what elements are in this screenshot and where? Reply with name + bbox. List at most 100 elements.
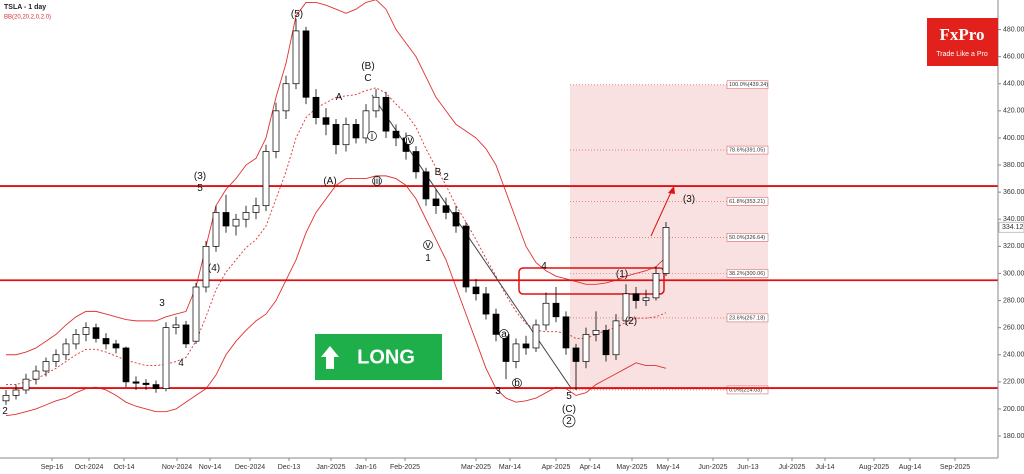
- fib-label: 23.6%(267.18): [729, 315, 765, 321]
- wave-label: (3): [194, 171, 206, 182]
- candle-body: [342, 124, 350, 146]
- wave-label: (2): [625, 316, 637, 327]
- y-tick-label: 480.00: [1003, 26, 1024, 33]
- wave-label: (B): [361, 61, 374, 72]
- logo-name: FxPro: [939, 25, 984, 44]
- wave-labels: (5)(B)CA(A)Biiiiivv12(3)5(4)3423ab45(C)2…: [2, 9, 695, 428]
- wave-label: B: [435, 167, 442, 178]
- y-tick-label: 180.00: [1003, 433, 1024, 440]
- x-tick-label: Aug-2025: [859, 464, 889, 471]
- candle-body: [142, 382, 150, 385]
- last-price-box: [998, 221, 1024, 233]
- candle-body: [352, 124, 360, 139]
- logo-box: [927, 18, 998, 66]
- projection-arrow: [650, 189, 673, 237]
- x-tick-label: Nov-2024: [162, 464, 192, 471]
- x-tick-label: Jul-14: [815, 464, 834, 471]
- fib-label: 78.6%(391.05): [729, 148, 765, 154]
- x-tick-label: Oct-2024: [75, 464, 104, 471]
- candle-body: [122, 347, 130, 383]
- y-tick-label: 420.00: [1003, 108, 1024, 115]
- candle-body: [382, 96, 390, 132]
- candle-body: [222, 212, 230, 227]
- candle-body: [532, 324, 540, 349]
- wave-label: 2: [443, 172, 449, 183]
- x-tick-label: Jun-13: [737, 464, 759, 471]
- x-tick-label: Sep-2025: [940, 464, 970, 471]
- candle-body: [112, 343, 120, 349]
- candle-body: [282, 83, 290, 112]
- candle-body: [212, 212, 220, 247]
- candle-body: [652, 273, 660, 299]
- candle-body: [442, 205, 450, 213]
- y-tick-label: 340.00: [1003, 216, 1024, 223]
- wave-label: v: [426, 240, 431, 251]
- axes: 180.00 200.00 220.00 240.00 260.00 280.00 300.…: [41, 26, 1024, 471]
- candle-body: [572, 347, 580, 362]
- wave-label: (4): [208, 263, 220, 274]
- fib-label: 61.8%(353.21): [729, 199, 765, 205]
- breakout-box: [518, 267, 665, 295]
- candle-body: [582, 334, 590, 362]
- y-tick-label: 460.00: [1003, 53, 1024, 60]
- candle-body: [332, 124, 340, 146]
- indicator-label: BB(20,20,2,0,2.0): [4, 15, 51, 21]
- signal-arrow: [321, 346, 339, 369]
- candle-body: [232, 218, 240, 227]
- x-tick-label: Apr-14: [579, 464, 600, 471]
- x-tick-label: Mar-14: [499, 464, 521, 471]
- y-tick-label: 360.00: [1003, 189, 1024, 196]
- wave-label: 1: [425, 253, 431, 264]
- y-tick-label: 440.00: [1003, 81, 1024, 88]
- candle-body: [522, 343, 530, 349]
- wave-label: iv: [405, 135, 412, 146]
- wave-circle: [372, 176, 382, 186]
- x-tick-label: Oct-14: [113, 464, 134, 471]
- wave-label: (5): [291, 9, 303, 20]
- candle-body: [322, 117, 330, 125]
- fib-label: 50.0%(326.64): [729, 235, 765, 241]
- candle-body: [312, 96, 320, 118]
- candle-body: [172, 324, 180, 328]
- fib-label-box: [726, 197, 769, 206]
- wave-label: i: [371, 131, 373, 142]
- candle-body: [62, 343, 70, 356]
- x-tick-label: Jan-16: [355, 464, 377, 471]
- wave-label: 3: [159, 298, 165, 309]
- wave-circle: [423, 240, 433, 250]
- logo-tagline: Trade Like a Pro: [936, 51, 988, 58]
- candle-body: [272, 110, 280, 152]
- wave-label: 2: [2, 406, 8, 417]
- wave-label: 4: [541, 261, 547, 272]
- x-tick-label: May-14: [656, 464, 679, 471]
- wave-label: A: [336, 92, 343, 103]
- candle-body: [542, 302, 550, 326]
- candle-body: [22, 378, 30, 391]
- candle-body: [162, 327, 170, 389]
- x-tick-label: Aug-14: [899, 464, 922, 471]
- candle-body: [432, 198, 440, 207]
- candle-body: [612, 320, 620, 356]
- fib-label-box: [726, 80, 769, 90]
- candle-body: [292, 30, 300, 85]
- fib-label: 38.2%(300.06): [729, 271, 765, 277]
- candle-body: [132, 381, 140, 384]
- band-line: [6, 0, 667, 356]
- wave-label: (3): [683, 194, 695, 205]
- y-tick-label: 300.00: [1003, 270, 1024, 277]
- wave-label: 5: [197, 183, 203, 194]
- wave-label: iii: [374, 176, 381, 187]
- candle-body: [52, 354, 60, 362]
- candle-body: [182, 324, 190, 345]
- candle-body: [362, 110, 370, 139]
- y-tick-label: 400.00: [1003, 135, 1024, 142]
- x-tick-label: Feb-2025: [390, 464, 420, 471]
- x-tick-label: Sep-16: [41, 464, 64, 471]
- x-tick-label: Nov-14: [199, 464, 222, 471]
- candle-body: [452, 212, 460, 227]
- wave-label: 5: [566, 391, 572, 402]
- candle-body: [302, 30, 310, 98]
- x-tick-label: Jul-2025: [779, 464, 806, 471]
- x-tick-label: Jan-2025: [316, 464, 345, 471]
- wave-circle: [499, 329, 509, 339]
